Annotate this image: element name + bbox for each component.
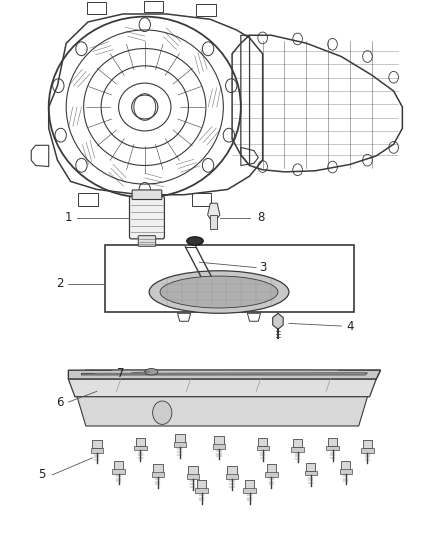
Circle shape (152, 401, 172, 424)
Bar (265, 472, 278, 477)
Bar (306, 463, 315, 471)
Bar (114, 461, 124, 470)
Bar (153, 464, 162, 473)
Text: 2: 2 (56, 277, 64, 290)
Polygon shape (68, 370, 381, 379)
Bar (144, 1, 163, 12)
Bar (187, 474, 199, 479)
Bar (291, 447, 304, 451)
Bar (339, 469, 352, 474)
Ellipse shape (160, 276, 278, 308)
Bar (341, 461, 350, 470)
FancyBboxPatch shape (138, 236, 155, 246)
Bar (106, 245, 354, 312)
Bar (214, 436, 224, 445)
Bar (244, 488, 256, 493)
Polygon shape (77, 397, 367, 426)
Text: 3: 3 (259, 261, 266, 274)
Bar (361, 448, 374, 453)
Bar (136, 438, 145, 446)
Bar (328, 438, 337, 446)
Bar (192, 193, 211, 206)
Bar (257, 446, 269, 450)
Bar (135, 197, 154, 211)
Text: 6: 6 (56, 395, 64, 409)
Bar (91, 448, 103, 453)
Polygon shape (208, 203, 220, 219)
Bar (245, 480, 254, 489)
Bar (173, 442, 186, 447)
Bar (226, 474, 238, 479)
Bar (293, 439, 302, 447)
Bar (92, 440, 102, 448)
Bar (78, 193, 98, 206)
Bar (304, 471, 317, 475)
Bar (195, 488, 208, 493)
Polygon shape (273, 313, 283, 329)
Bar (197, 480, 206, 489)
Polygon shape (68, 370, 381, 379)
Bar (326, 446, 339, 450)
Bar (267, 464, 276, 473)
Bar (227, 466, 237, 475)
Bar (175, 434, 184, 443)
Ellipse shape (187, 237, 203, 245)
Bar (113, 469, 125, 474)
FancyBboxPatch shape (130, 196, 164, 239)
FancyBboxPatch shape (132, 190, 162, 199)
Bar (210, 215, 217, 229)
Bar (258, 438, 268, 446)
Bar (188, 466, 198, 475)
Text: 8: 8 (257, 211, 264, 224)
Polygon shape (68, 379, 376, 397)
Bar (196, 4, 215, 15)
Bar (213, 444, 225, 449)
Ellipse shape (149, 271, 289, 313)
Text: 7: 7 (117, 367, 124, 381)
Bar (134, 446, 147, 450)
Bar (87, 2, 106, 14)
Text: 4: 4 (346, 320, 354, 333)
Bar (363, 440, 372, 448)
Text: 1: 1 (65, 211, 72, 224)
Bar (152, 472, 164, 477)
Polygon shape (81, 373, 367, 375)
Text: 5: 5 (39, 469, 46, 481)
Ellipse shape (145, 368, 158, 375)
